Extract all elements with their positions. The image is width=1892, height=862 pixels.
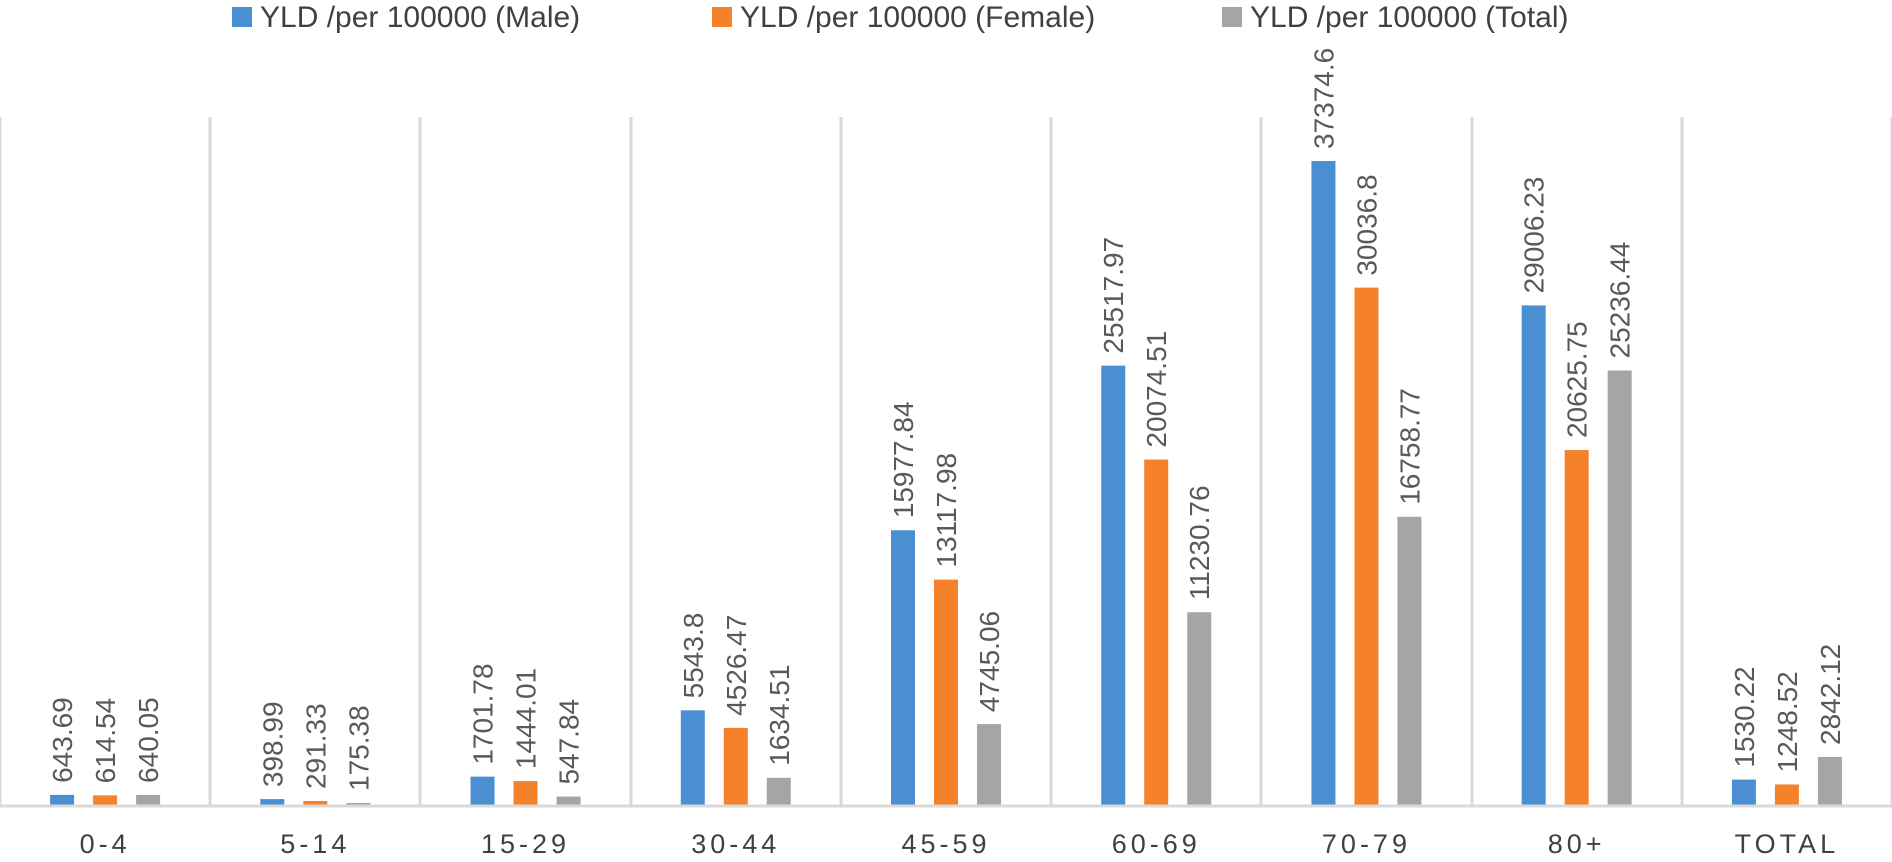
data-label-female-TOTAL: 1248.52	[1772, 671, 1803, 772]
data-label-total-0-4: 640.05	[133, 697, 164, 783]
x-tick-label: 5-14	[280, 829, 350, 859]
x-tick-label: 70-79	[1322, 829, 1411, 859]
data-label-female-15-29: 1444.01	[511, 668, 542, 769]
legend-swatch-0	[232, 7, 252, 27]
bar-total-0-4	[136, 794, 161, 806]
data-label-total-45-59: 4745.06	[974, 611, 1005, 712]
data-label-male-TOTAL: 1530.22	[1729, 666, 1760, 767]
bar-female-80+	[1564, 450, 1589, 806]
bar-male-5-14	[260, 799, 285, 806]
legend-swatch-1	[712, 7, 732, 27]
data-label-total-30-44: 1634.51	[764, 665, 795, 766]
bar-female-5-14	[303, 800, 328, 806]
category-separators	[0, 117, 1892, 806]
bar-total-15-29	[556, 796, 581, 806]
bar-male-45-59	[891, 530, 915, 806]
data-labels: 643.69 614.54 640.05 398.99 291.33 175.38 1701…	[47, 48, 1846, 791]
data-label-female-80+: 20625.75	[1562, 321, 1593, 438]
data-label-total-15-29: 547.84	[554, 699, 585, 785]
chart-legend: YLD /per 100000 (Male) YLD /per 100000 (F…	[232, 1, 1569, 34]
x-tick-label: 30-44	[691, 829, 780, 859]
data-label-male-15-29: 1701.78	[468, 663, 499, 764]
bar-male-60-69	[1101, 365, 1126, 806]
bar-total-45-59	[977, 724, 1001, 806]
bar-male-0-4	[50, 794, 75, 806]
data-label-female-70-79: 30036.8	[1351, 174, 1382, 275]
data-label-female-30-44: 4526.47	[721, 615, 752, 716]
data-label-total-80+: 25236.44	[1605, 242, 1636, 359]
bar-female-45-59	[934, 579, 958, 806]
legend-swatch-2	[1222, 7, 1242, 27]
bar-total-30-44	[766, 777, 791, 806]
bar-total-80+	[1607, 370, 1632, 806]
x-tick-label: 15-29	[481, 829, 570, 859]
data-label-total-TOTAL: 2842.12	[1815, 644, 1846, 745]
data-label-male-60-69: 25517.97	[1098, 237, 1129, 354]
x-axis-tick-labels: 0-4 5-14 15-29 30-44 45-59 60-69 70-79 80+ TOTAL	[80, 829, 1840, 859]
data-label-male-45-59: 15977.84	[888, 401, 919, 518]
bar-series	[50, 161, 1842, 806]
data-label-female-60-69: 20074.51	[1141, 331, 1172, 448]
bar-male-15-29	[470, 776, 495, 806]
data-label-female-0-4: 614.54	[90, 698, 121, 784]
data-label-male-80+: 29006.23	[1519, 177, 1550, 294]
bar-female-30-44	[723, 727, 748, 806]
bar-male-30-44	[680, 710, 705, 806]
bar-female-0-4	[93, 795, 118, 806]
bar-male-80+	[1521, 305, 1546, 806]
data-label-total-5-14: 175.38	[343, 705, 374, 791]
data-label-total-60-69: 11230.76	[1184, 485, 1215, 600]
x-tick-label: 45-59	[901, 829, 990, 859]
bar-female-15-29	[513, 781, 538, 806]
bar-female-70-79	[1354, 287, 1379, 806]
x-tick-label: 0-4	[80, 829, 131, 859]
legend-label-0: YLD /per 100000 (Male)	[260, 1, 580, 34]
bar-total-TOTAL	[1817, 756, 1842, 806]
data-label-male-70-79: 37374.6	[1308, 48, 1339, 149]
bar-female-TOTAL	[1774, 784, 1799, 806]
data-label-male-0-4: 643.69	[47, 697, 78, 783]
bar-total-5-14	[346, 802, 371, 806]
bar-female-60-69	[1144, 459, 1169, 806]
bar-male-TOTAL	[1731, 779, 1756, 806]
bar-male-70-79	[1311, 161, 1336, 806]
data-label-female-5-14: 291.33	[300, 703, 331, 789]
bar-total-60-69	[1187, 612, 1212, 806]
legend-label-1: YLD /per 100000 (Female)	[740, 1, 1095, 34]
bar-total-70-79	[1397, 516, 1422, 806]
data-label-female-45-59: 13117.98	[931, 453, 962, 568]
legend-label-2: YLD /per 100000 (Total)	[1250, 1, 1569, 34]
x-tick-label: 60-69	[1112, 829, 1201, 859]
x-tick-label: TOTAL	[1735, 829, 1840, 859]
data-label-total-70-79: 16758.77	[1394, 388, 1425, 505]
data-label-male-30-44: 5543.8	[678, 613, 709, 699]
data-label-male-5-14: 398.99	[257, 701, 288, 787]
x-tick-label: 80+	[1548, 829, 1606, 859]
